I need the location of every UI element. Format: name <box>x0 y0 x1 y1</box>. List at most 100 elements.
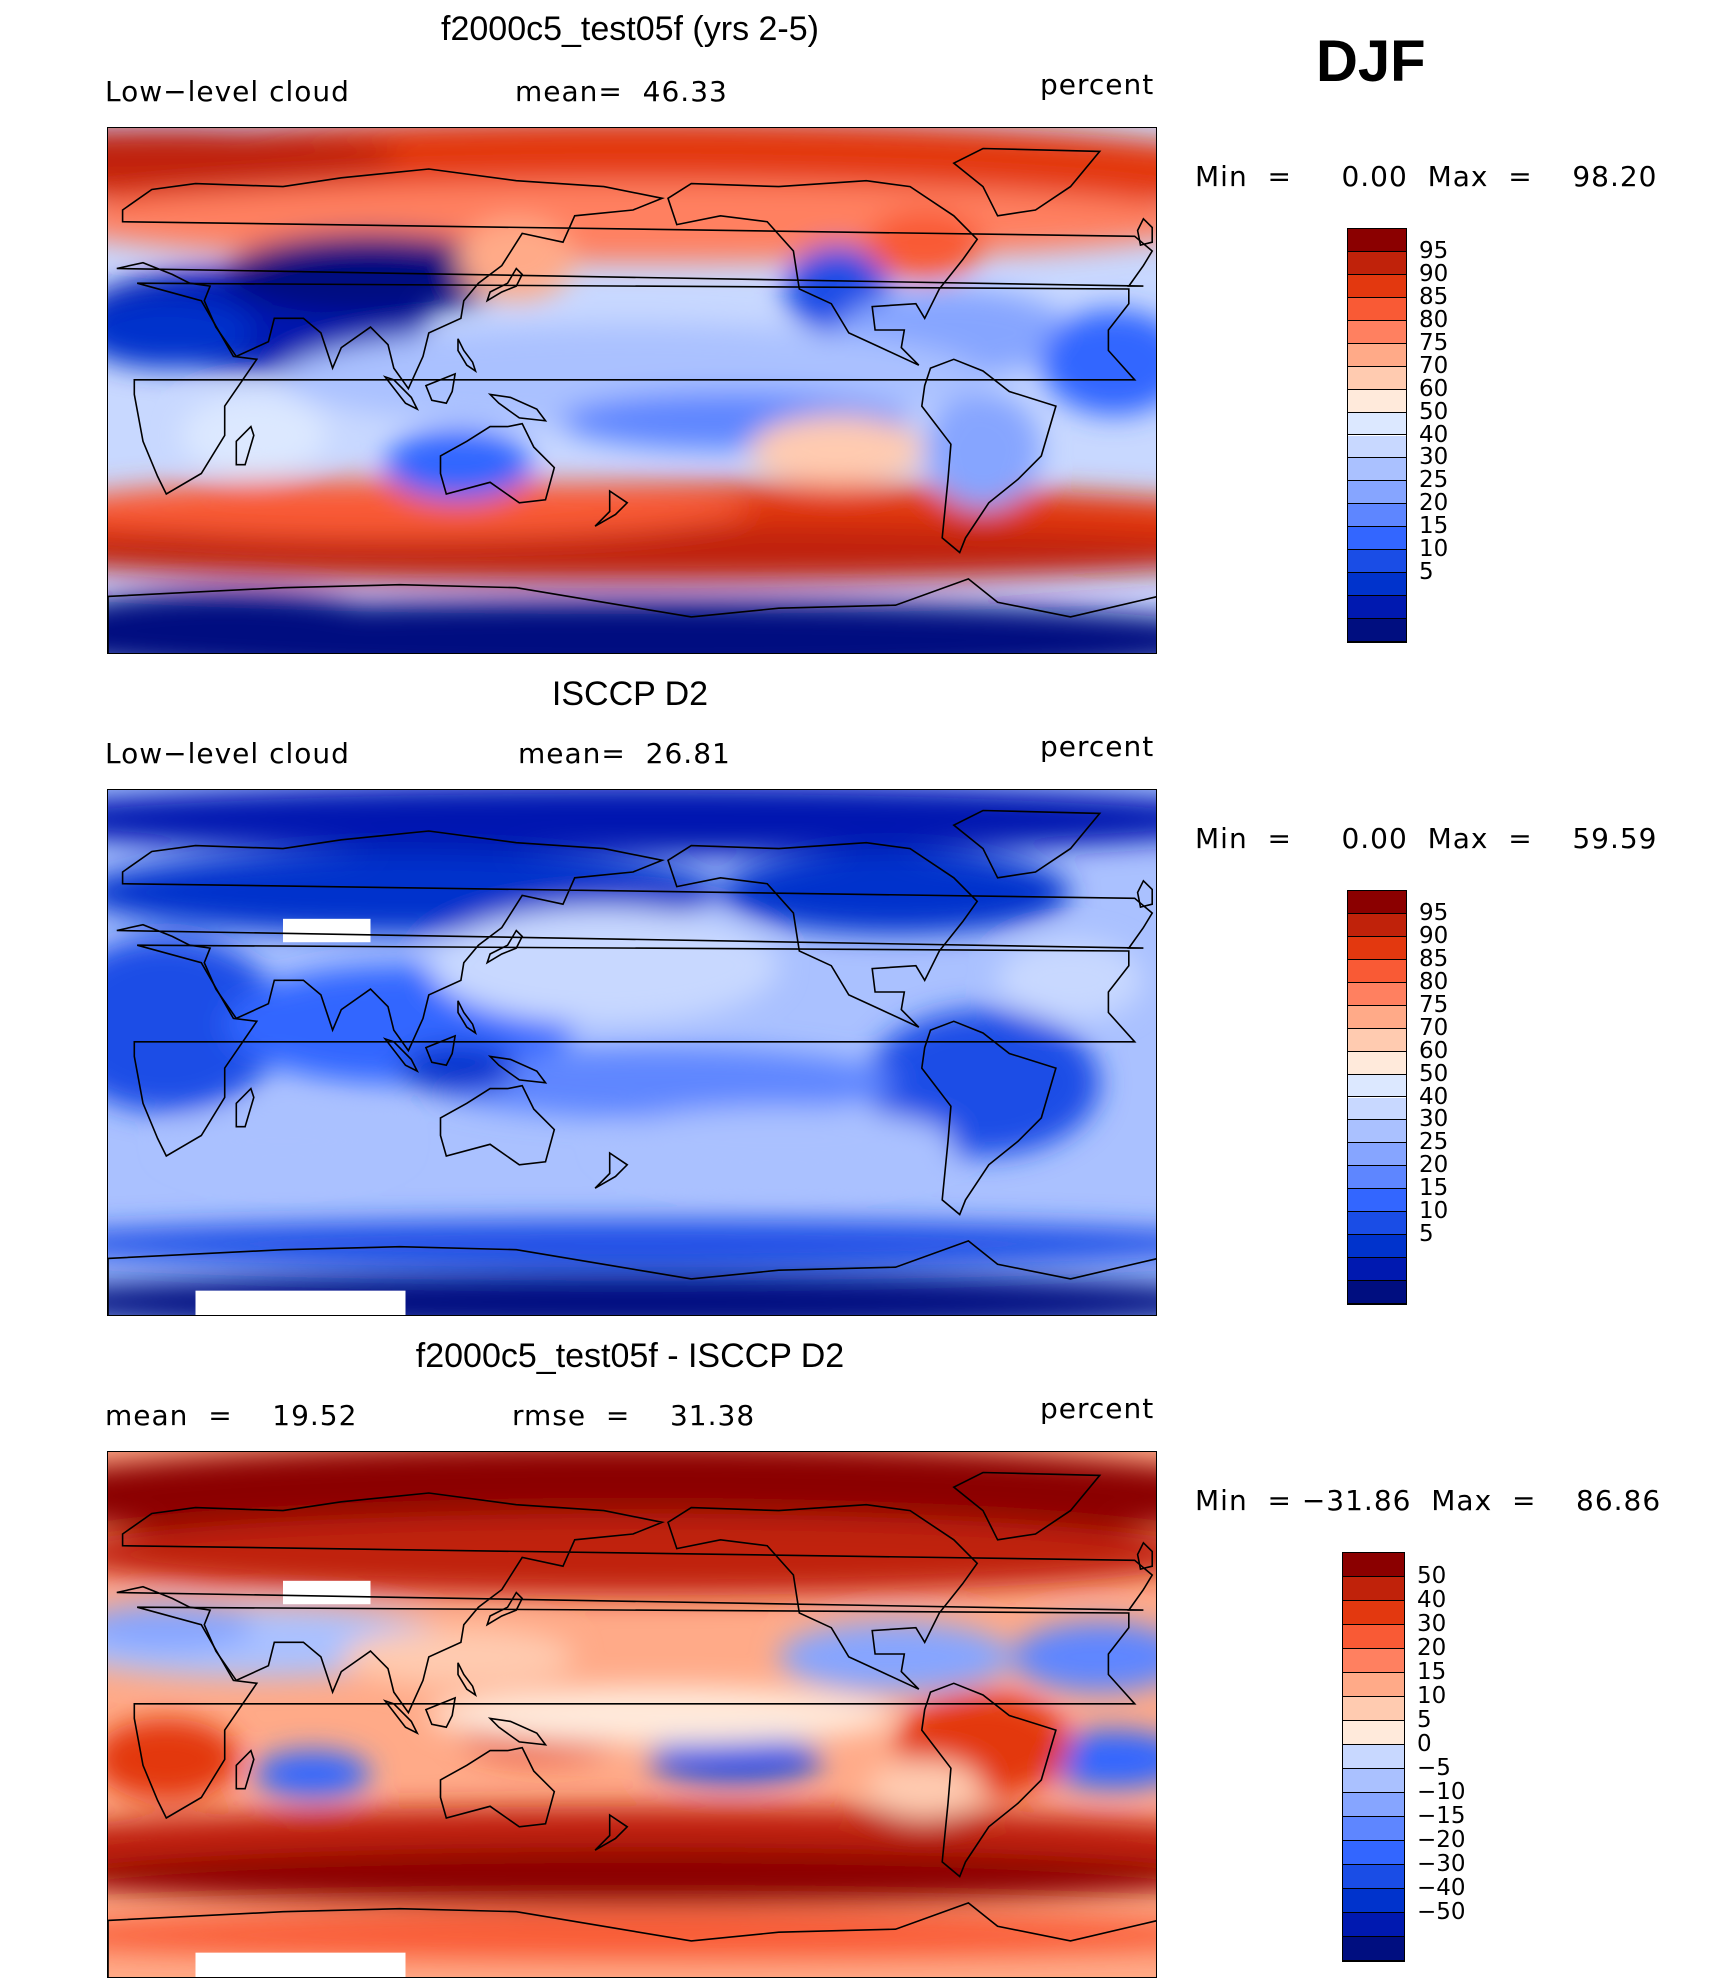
coastline <box>382 1037 420 1073</box>
colorbar-swatch <box>1343 1841 1404 1865</box>
colorbar-swatch <box>1348 251 1406 275</box>
colorbar-swatch <box>1348 504 1406 528</box>
map-field <box>108 1452 1156 1977</box>
colorbar-tick-label: 25 <box>1419 467 1449 494</box>
colorbar-tick-label: 5 <box>1419 559 1434 586</box>
colorbar-tick-label: 5 <box>1417 1707 1432 1733</box>
colorbar-tick-label: 15 <box>1417 1659 1447 1685</box>
field-region <box>108 1513 1156 1596</box>
colorbar-swatch <box>1348 1235 1406 1259</box>
colorbar-swatch <box>1348 527 1406 551</box>
colorbar-swatch <box>1348 1189 1406 1213</box>
colorbar-swatch <box>1348 1281 1406 1304</box>
coastline <box>667 1503 979 1690</box>
coastline <box>487 1717 548 1746</box>
field-region <box>108 936 283 1113</box>
colorbar-swatch <box>1343 1769 1404 1793</box>
colorbar-tick-label: 20 <box>1419 490 1449 517</box>
coastline <box>487 1055 548 1084</box>
colorbar-swatch <box>1348 1051 1406 1075</box>
coastline <box>920 1020 1057 1216</box>
difference-map <box>107 1451 1157 1978</box>
colorbar-swatch <box>1348 619 1406 642</box>
coastline <box>485 267 524 303</box>
field-region <box>108 523 1156 582</box>
colorbar-swatch <box>1348 481 1406 505</box>
colorbar-swatch <box>1343 1601 1404 1625</box>
colorbar-tick-label: −30 <box>1417 1851 1466 1877</box>
min-max-label: Min = −31.86 Max = 86.86 <box>1195 1484 1662 1517</box>
colorbar-swatch <box>1343 1649 1404 1673</box>
field-region <box>1041 309 1156 415</box>
colorbar-swatch <box>1348 1143 1406 1167</box>
coastline <box>1136 217 1153 247</box>
colorbar-swatch <box>1343 1865 1404 1889</box>
coastline <box>457 338 477 373</box>
colorbar-tick-label: −15 <box>1417 1803 1466 1829</box>
colorbar-tick-label: 90 <box>1419 922 1449 949</box>
field-region <box>458 218 575 301</box>
colorbar-swatch <box>1348 959 1406 983</box>
coastline <box>952 147 1102 217</box>
colorbar-swatch <box>1343 1625 1404 1649</box>
colorbar-swatch <box>1348 596 1406 620</box>
coastline <box>667 179 979 366</box>
coastline <box>485 929 524 965</box>
variable-label: Low−level cloud <box>105 75 350 108</box>
field-region <box>428 1686 896 1745</box>
colorbar-tick-label: 95 <box>1419 899 1449 926</box>
colorbar-swatch <box>1343 1889 1404 1913</box>
colorbar <box>1347 890 1407 1305</box>
coastline <box>133 1606 1137 1820</box>
field-region <box>108 590 400 653</box>
coastline <box>108 1901 1156 1977</box>
colorbar <box>1347 228 1407 643</box>
coastline <box>952 1471 1102 1541</box>
min-max-label: Min = 0.00 Max = 59.59 <box>1195 822 1658 855</box>
colorbar-tick-label: 60 <box>1419 1037 1449 1064</box>
colorbar-swatch <box>1348 550 1406 574</box>
coastline <box>382 375 420 411</box>
colorbar-tick-label: −5 <box>1417 1755 1451 1781</box>
colorbar-swatch <box>1343 1577 1404 1601</box>
coastline <box>457 1662 477 1697</box>
map-field <box>108 128 1156 653</box>
colorbar-tick-label: 70 <box>1419 1014 1449 1041</box>
field-region <box>720 851 1071 934</box>
field-region <box>749 414 925 486</box>
field-region <box>108 1847 1156 1906</box>
colorbar-tick-label: 75 <box>1419 991 1449 1018</box>
colorbar-swatch <box>1348 1212 1406 1236</box>
coastline <box>424 1034 457 1067</box>
field-region <box>866 1759 984 1818</box>
missing-data-region <box>283 918 371 943</box>
colorbar-tick-label: −50 <box>1417 1899 1466 1925</box>
colorbar-tick-label: −40 <box>1417 1875 1466 1901</box>
colorbar-tick-label: 40 <box>1419 1083 1449 1110</box>
coastline <box>382 1699 420 1735</box>
coastline <box>457 1000 477 1035</box>
field-region <box>866 209 984 281</box>
coastline <box>235 425 255 466</box>
colorbar-tick-label: 15 <box>1419 513 1449 540</box>
coastline <box>952 809 1102 879</box>
colorbar-tick-label: 10 <box>1419 1198 1449 1225</box>
colorbar-swatch <box>1348 1005 1406 1029</box>
coastline <box>133 282 1137 496</box>
panel-title: f2000c5_test05f - ISCCP D2 <box>415 1337 845 1375</box>
field-region <box>428 907 779 1025</box>
colorbar-tick-label: 50 <box>1419 398 1449 425</box>
coastline <box>108 1239 1156 1315</box>
coastline <box>108 577 1156 653</box>
panel-title: ISCCP D2 <box>551 675 709 713</box>
colorbar-swatch <box>1348 936 1406 960</box>
field-region <box>603 1106 954 1177</box>
field-region <box>778 1621 1013 1693</box>
field-region <box>108 128 400 187</box>
colorbar-swatch <box>1343 1793 1404 1817</box>
coastline <box>439 422 556 504</box>
field-region <box>108 1911 1156 1959</box>
colorbar-swatch <box>1348 913 1406 937</box>
coastline <box>235 1749 255 1790</box>
colorbar-swatch <box>1343 1817 1404 1841</box>
